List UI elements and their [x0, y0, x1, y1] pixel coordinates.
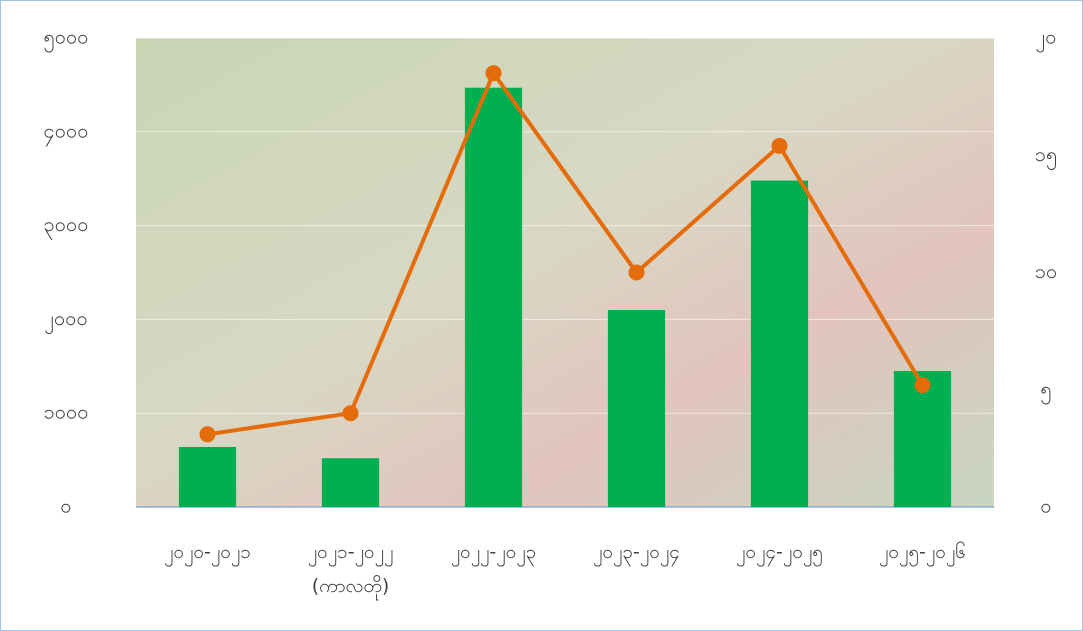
plot-background [136, 38, 994, 507]
y-tick-label: ၄၀၀၀ [44, 118, 89, 146]
y-tick-label: ၅၀၀၀ [44, 25, 89, 53]
x-tick-label: ၂၀၂၁-၂၀၂၂ (ကာလတို) [307, 541, 394, 597]
line-point [628, 264, 645, 281]
bar [607, 310, 666, 507]
x-tick-label: ၂၀၂၃-၂၀၂၄ [593, 541, 680, 563]
y-tick-label: ၀ [60, 494, 71, 518]
bar [750, 180, 809, 508]
x-tick-label: ၂၀၂၀-၂၀၂၁ [164, 541, 251, 563]
y-tick-label: ၃၀၀၀ [44, 212, 89, 240]
y-tick-label: ၂၀၀၀ [44, 306, 88, 334]
line-point [342, 405, 359, 422]
x-tick-label: ၂၀၂၂-၂၀၂၃ [450, 541, 537, 563]
y2-tick-label: ၀ [1040, 494, 1051, 518]
y-tick-label: ၁၀၀၀ [44, 400, 89, 424]
y2-tick-label: ၂၀ [1035, 25, 1056, 53]
line-point [771, 137, 788, 154]
y2-tick-label: ၅ [1040, 376, 1051, 404]
bar [893, 370, 952, 507]
bar [464, 87, 523, 508]
line-point [914, 377, 931, 394]
y2-tick-label: ၁၅ [1035, 142, 1058, 170]
line-point [485, 65, 502, 82]
bar [178, 446, 237, 507]
y2-tick-label: ၁၀ [1035, 259, 1058, 283]
line [207, 71, 925, 437]
x-tick-label: ၂၀၂၅-၂၀၂၆ [879, 541, 966, 563]
x-tick-label: ၂၀၂၄-၂၀၂၅ [736, 541, 823, 563]
bar [321, 458, 380, 507]
line-point [199, 426, 216, 443]
